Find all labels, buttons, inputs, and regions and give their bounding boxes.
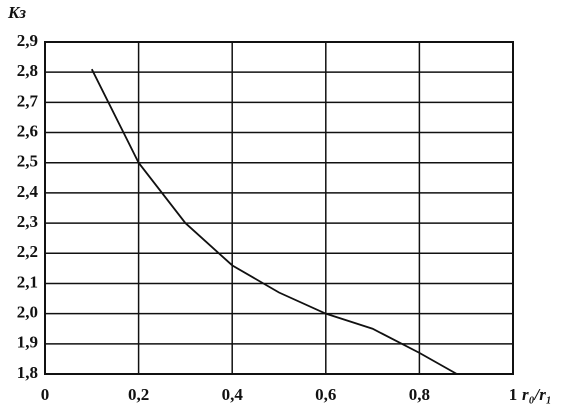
- y-tick-label: 2,5: [17, 152, 38, 171]
- x-tick-label: 0,8: [409, 385, 430, 404]
- y-tick-label: 2,1: [17, 272, 38, 291]
- y-tick-label: 2,4: [17, 182, 39, 201]
- y-tick-label: 1,8: [17, 363, 38, 382]
- x-tick-label: 0,6: [315, 385, 336, 404]
- y-tick-label: 2,0: [17, 303, 38, 322]
- y-tick-label: 2,9: [17, 31, 38, 50]
- y-tick-label: 2,8: [17, 61, 38, 80]
- y-axis-label: Kз: [7, 3, 26, 22]
- x-tick-label: 0: [41, 385, 50, 404]
- x-tick-label: 1: [509, 385, 518, 404]
- y-tick-label: 2,6: [17, 121, 38, 140]
- x-tick-label: 0,4: [222, 385, 244, 404]
- y-tick-label: 2,3: [17, 212, 38, 231]
- data-line: [90, 68, 458, 375]
- plot-frame: [44, 41, 514, 375]
- x-axis-label: r₀/r₁: [522, 385, 552, 404]
- y-tick-label: 2,2: [17, 242, 38, 261]
- x-tick-label: 0,2: [128, 385, 149, 404]
- y-tick-label: 2,7: [17, 91, 39, 110]
- y-tick-label: 1,9: [17, 333, 38, 352]
